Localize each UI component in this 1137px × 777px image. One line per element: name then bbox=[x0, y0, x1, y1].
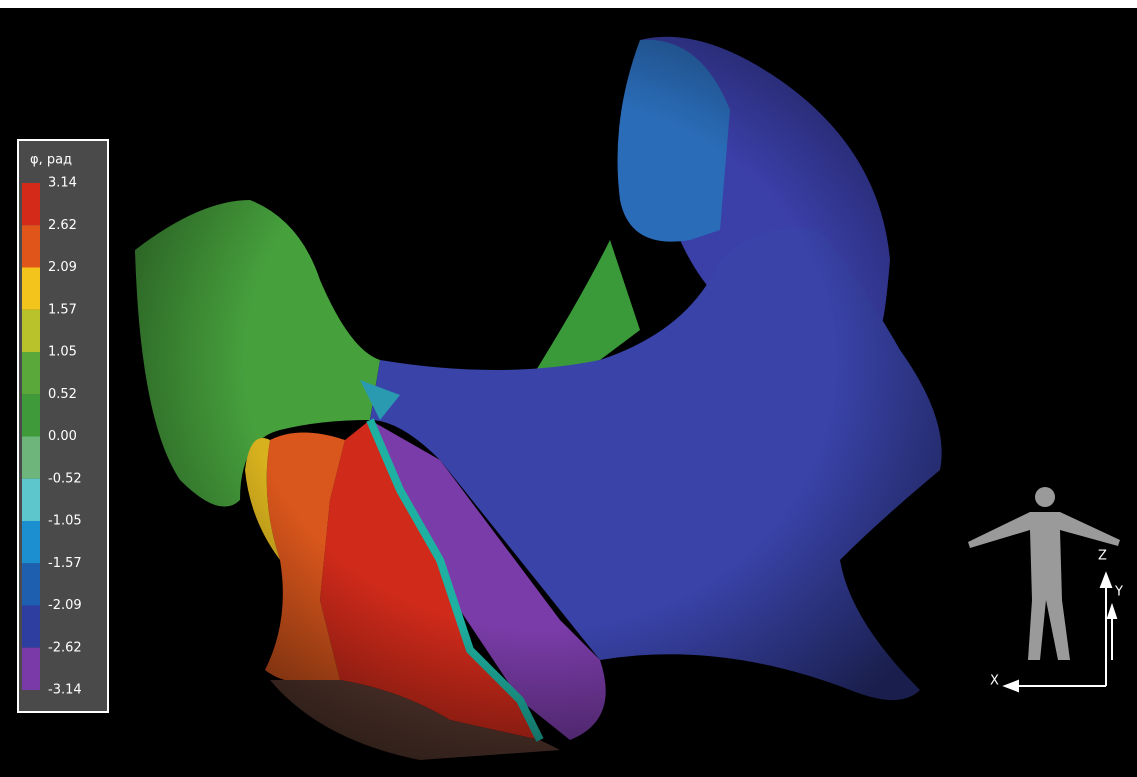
legend-tick-label: -2.62 bbox=[48, 640, 82, 655]
legend-color-band bbox=[22, 310, 40, 352]
legend-tick-label: 1.57 bbox=[48, 302, 77, 317]
legend-tick-label: -3.14 bbox=[48, 683, 82, 698]
axis-label-z: Z bbox=[1098, 549, 1107, 564]
legend-color-band bbox=[22, 479, 40, 521]
legend-color-band bbox=[22, 606, 40, 648]
legend-color-band bbox=[22, 394, 40, 436]
axis-label-x: X bbox=[990, 674, 999, 689]
legend-tick-label: -0.52 bbox=[48, 471, 82, 486]
legend-tick-label: -1.05 bbox=[48, 514, 82, 529]
viewport: X Y Z φ, рад 3.14 2.62 2.09 1.57 1.05 0.52 0.0… bbox=[0, 0, 1137, 777]
legend-tick-label: 0.00 bbox=[48, 429, 77, 444]
legend-color-band bbox=[22, 521, 40, 563]
legend-tick-label: -2.09 bbox=[48, 598, 82, 613]
legend-tick-label: 2.09 bbox=[48, 260, 77, 275]
legend-color-band bbox=[22, 437, 40, 479]
heart-model bbox=[130, 30, 950, 770]
page: X Y Z φ, рад 3.14 2.62 2.09 1.57 1.05 0.52 0.0… bbox=[0, 0, 1137, 777]
legend-tick-label: 3.14 bbox=[48, 176, 77, 191]
legend-tick-label: -1.57 bbox=[48, 556, 82, 571]
legend: φ, рад 3.14 2.62 2.09 1.57 1.05 0.52 0.00 -0.52… bbox=[18, 140, 108, 712]
legend-color-band bbox=[22, 648, 40, 690]
axis-label-y: Y bbox=[1114, 585, 1123, 600]
legend-tick-label: 2.62 bbox=[48, 218, 77, 233]
legend-color-band bbox=[22, 563, 40, 605]
legend-color-band bbox=[22, 352, 40, 394]
legend-tick-label: 1.05 bbox=[48, 345, 77, 360]
legend-title: φ, рад bbox=[30, 153, 72, 168]
legend-color-band bbox=[22, 225, 40, 267]
legend-tick-label: 0.52 bbox=[48, 387, 77, 402]
legend-color-band bbox=[22, 268, 40, 310]
legend-color-band bbox=[22, 183, 40, 225]
